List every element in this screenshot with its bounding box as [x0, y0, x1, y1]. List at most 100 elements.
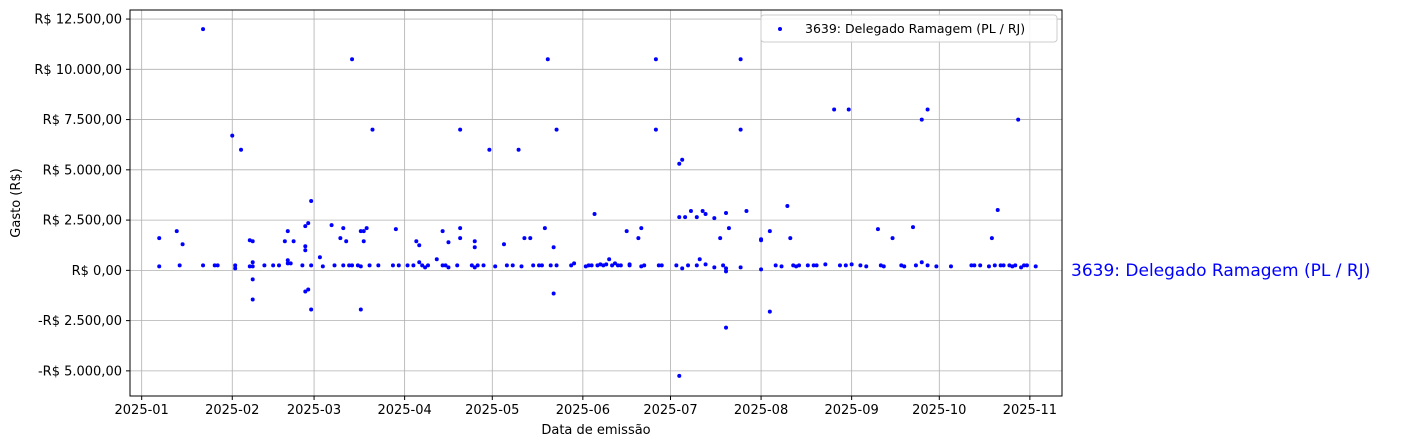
data-point — [277, 263, 282, 268]
data-point — [417, 243, 422, 248]
data-point — [338, 236, 343, 241]
data-point — [724, 266, 729, 271]
data-point — [262, 263, 267, 268]
legend-entry: 3639: Delegado Ramagem (PL / RJ) — [805, 21, 1025, 36]
data-point — [291, 239, 296, 244]
x-tick-label: 2025-03 — [287, 403, 341, 418]
data-point — [592, 212, 597, 217]
data-point — [472, 239, 477, 244]
data-point — [472, 245, 477, 250]
data-point — [724, 325, 729, 330]
data-point — [250, 277, 255, 282]
data-point — [615, 263, 620, 268]
data-point — [910, 225, 915, 230]
data-point — [350, 57, 355, 62]
data-point — [370, 127, 375, 132]
data-point — [493, 264, 498, 269]
data-point — [434, 257, 439, 262]
data-point — [201, 27, 206, 32]
data-point — [767, 309, 772, 314]
data-point — [785, 204, 790, 209]
data-point — [458, 127, 463, 132]
data-point — [446, 265, 451, 270]
data-point — [300, 263, 305, 268]
x-axis: 2025-01 2025-02 2025-03 2025-04 2025-05 2025-… — [115, 396, 1057, 418]
data-point — [832, 107, 837, 112]
x-tick-label: 2025-07 — [643, 403, 697, 418]
data-point — [767, 229, 772, 234]
data-point — [358, 307, 363, 312]
data-point — [332, 263, 337, 268]
y-tick-label: R$ 7.500,00 — [43, 113, 122, 128]
data-point — [759, 267, 764, 272]
data-point — [972, 263, 977, 268]
data-point — [350, 263, 355, 268]
x-tick-label: 2025-08 — [734, 403, 788, 418]
data-point — [271, 263, 276, 268]
y-tick-label: -R$ 5.000,00 — [38, 364, 122, 379]
data-point — [653, 57, 658, 62]
data-point — [516, 147, 521, 152]
data-point — [446, 240, 451, 245]
data-point — [610, 263, 615, 268]
data-point — [309, 198, 314, 203]
data-point — [688, 209, 693, 214]
data-point — [405, 263, 410, 268]
data-point — [589, 263, 594, 268]
data-point — [726, 226, 731, 231]
data-point — [890, 236, 895, 241]
data-point — [797, 263, 802, 268]
data-point — [390, 263, 395, 268]
data-point — [604, 262, 609, 267]
data-point — [843, 263, 848, 268]
x-axis-label: Data de emissão — [541, 423, 650, 438]
data-point — [919, 117, 924, 122]
data-point — [423, 265, 428, 270]
y-tick-label: R$ 10.000,00 — [34, 63, 122, 78]
data-point — [157, 236, 162, 241]
data-point — [344, 239, 349, 244]
x-tick-label: 2025-10 — [912, 403, 966, 418]
data-point — [364, 226, 369, 231]
data-point — [230, 133, 235, 138]
data-point — [247, 264, 252, 269]
data-point — [998, 263, 1003, 268]
data-point — [285, 261, 290, 266]
data-point — [233, 266, 238, 271]
data-point — [569, 263, 574, 268]
x-tick-label: 2025-11 — [1003, 403, 1057, 418]
data-point — [309, 307, 314, 312]
data-point — [215, 263, 220, 268]
data-point — [773, 263, 778, 268]
data-point — [680, 266, 685, 271]
data-point — [703, 262, 708, 267]
data-point — [504, 263, 509, 268]
data-point — [440, 263, 445, 268]
data-point — [823, 262, 828, 267]
data-point — [703, 212, 708, 217]
data-point — [341, 263, 346, 268]
data-point — [694, 215, 699, 220]
data-point — [393, 227, 398, 232]
data-point — [875, 227, 880, 232]
data-point — [420, 263, 425, 268]
x-tick-label: 2025-05 — [465, 403, 519, 418]
data-point — [554, 263, 559, 268]
data-point — [642, 263, 647, 268]
data-point — [738, 57, 743, 62]
data-point — [805, 263, 810, 268]
data-point — [639, 226, 644, 231]
x-tick-label: 2025-02 — [205, 403, 259, 418]
data-point — [677, 373, 682, 378]
data-point — [487, 147, 492, 152]
data-point — [718, 236, 723, 241]
data-point — [788, 236, 793, 241]
legend-box — [760, 14, 1058, 43]
data-point — [948, 264, 953, 269]
data-points — [157, 27, 1038, 378]
data-point — [697, 257, 702, 262]
data-point — [724, 269, 729, 274]
data-point — [992, 263, 997, 268]
data-point — [659, 263, 664, 268]
y-tick-label: -R$ 2.500,00 — [38, 314, 122, 329]
